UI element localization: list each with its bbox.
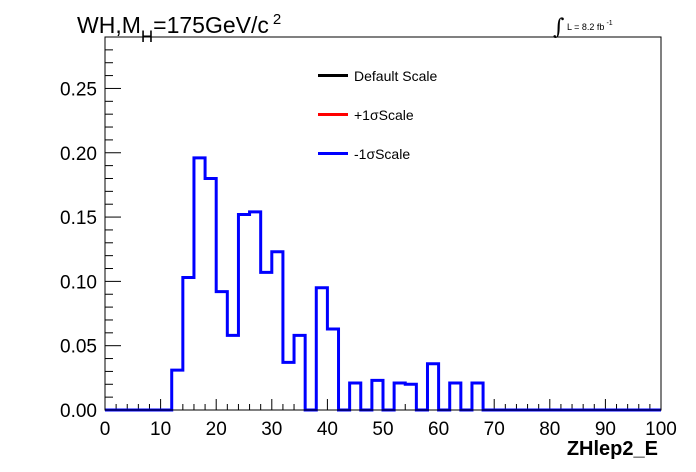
x-tick-label: 20 — [206, 419, 227, 440]
histogram-series — [105, 156, 661, 412]
y-tick-labels: 0.00 0.05 0.10 0.15 0.20 0.25 — [60, 79, 97, 422]
legend-entry-minus1sigma: -1σScale — [318, 134, 468, 173]
x-tick-label: 10 — [150, 419, 171, 440]
legend-label-default: Default Scale — [354, 67, 438, 84]
legend-label-minus1sigma: -1σScale — [354, 145, 411, 162]
plot-frame — [104, 36, 662, 411]
x-tick-label: 50 — [372, 419, 393, 440]
y-tick-label: 0.15 — [60, 208, 97, 229]
y-tick-label: 0.25 — [60, 79, 97, 100]
legend-entry-default: Default Scale — [318, 56, 468, 95]
x-tick-label: 80 — [539, 419, 560, 440]
x-tick-label: 0 — [100, 419, 111, 440]
legend-swatch-minus1sigma — [318, 152, 348, 155]
legend-label-plus1sigma: +1σScale — [354, 106, 414, 123]
legend: Default Scale +1σScale -1σScale — [318, 56, 468, 173]
legend-entry-plus1sigma: +1σScale — [318, 95, 468, 134]
x-tick-labels: 0 10 20 30 40 50 60 70 80 90 100 — [100, 419, 677, 440]
legend-swatch-plus1sigma — [318, 113, 348, 116]
y-tick-label: 0.20 — [60, 144, 97, 165]
y-tick-label: 0.05 — [60, 337, 97, 358]
x-tick-label: 100 — [645, 419, 677, 440]
histogram-line-minus1sigma — [105, 156, 661, 412]
y-tick-label: 0.00 — [60, 401, 97, 422]
y-tick-label: 0.10 — [60, 272, 97, 293]
chart-title: WH,MH=175GeV/c 2 — [77, 11, 282, 46]
legend-swatch-default — [318, 74, 348, 77]
x-axis-label: ZHlep2_E — [566, 438, 658, 460]
x-tick-label: 70 — [484, 419, 505, 440]
x-tick-label: 30 — [261, 419, 282, 440]
luminosity-label: ∫ L = 8.2 fb -1 — [553, 15, 613, 40]
x-tick-label: 60 — [428, 419, 449, 440]
x-tick-label: 90 — [595, 419, 616, 440]
x-tick-label: 40 — [317, 419, 338, 440]
